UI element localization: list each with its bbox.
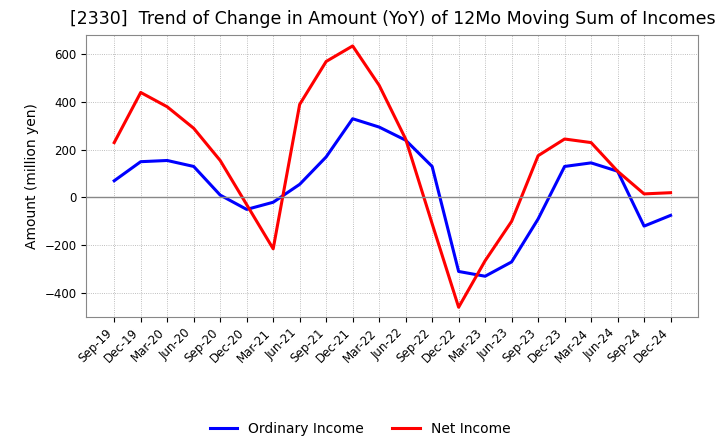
Ordinary Income [508, 259, 516, 264]
Ordinary Income [322, 154, 330, 160]
Ordinary Income [189, 164, 198, 169]
Net Income [428, 221, 436, 226]
Net Income [560, 136, 569, 142]
Net Income [375, 83, 384, 88]
Ordinary Income [110, 178, 119, 183]
Net Income [110, 140, 119, 145]
Net Income [534, 153, 542, 158]
Ordinary Income [243, 207, 251, 212]
Ordinary Income [348, 116, 357, 121]
Net Income [216, 158, 225, 163]
Net Income [322, 59, 330, 64]
Ordinary Income [560, 164, 569, 169]
Net Income [454, 304, 463, 310]
Ordinary Income [136, 159, 145, 164]
Line: Net Income: Net Income [114, 46, 670, 307]
Ordinary Income [640, 224, 649, 229]
Ordinary Income [587, 160, 595, 165]
Net Income [401, 136, 410, 142]
Ordinary Income [428, 164, 436, 169]
Ordinary Income [295, 182, 304, 187]
Legend: Ordinary Income, Net Income: Ordinary Income, Net Income [204, 417, 516, 440]
Net Income [163, 104, 171, 110]
Net Income [587, 140, 595, 145]
Net Income [136, 90, 145, 95]
Ordinary Income [613, 169, 622, 174]
Net Income [295, 102, 304, 107]
Ordinary Income [454, 269, 463, 274]
Ordinary Income [481, 274, 490, 279]
Net Income [189, 126, 198, 131]
Net Income [481, 258, 490, 264]
Ordinary Income [269, 200, 277, 205]
Line: Ordinary Income: Ordinary Income [114, 119, 670, 276]
Net Income [666, 190, 675, 195]
Net Income [640, 191, 649, 197]
Ordinary Income [534, 216, 542, 222]
Ordinary Income [666, 213, 675, 218]
Ordinary Income [375, 125, 384, 130]
Net Income [348, 43, 357, 48]
Net Income [508, 219, 516, 224]
Net Income [243, 202, 251, 207]
Net Income [613, 169, 622, 174]
Net Income [269, 246, 277, 251]
Ordinary Income [163, 158, 171, 163]
Ordinary Income [216, 192, 225, 198]
Title: [2330]  Trend of Change in Amount (YoY) of 12Mo Moving Sum of Incomes: [2330] Trend of Change in Amount (YoY) o… [70, 10, 715, 28]
Ordinary Income [401, 138, 410, 143]
Y-axis label: Amount (million yen): Amount (million yen) [25, 103, 39, 249]
